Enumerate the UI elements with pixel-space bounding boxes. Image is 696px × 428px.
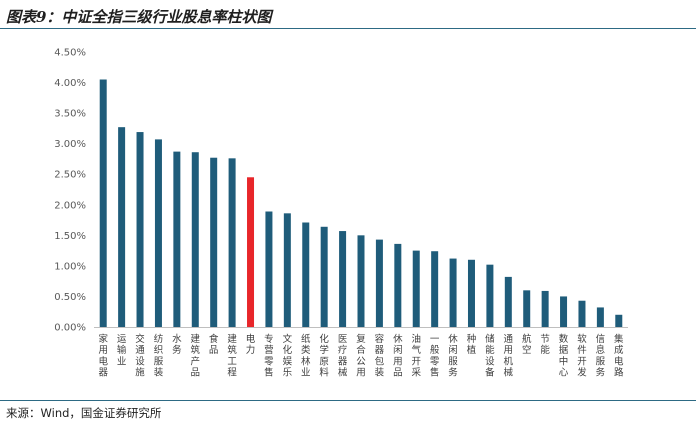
x-tick-label: 交通设施 (135, 333, 145, 379)
y-tick-label: 0.50% (54, 292, 86, 303)
y-tick-label: 4.50% (54, 48, 86, 59)
x-tick-label: 航空 (522, 333, 532, 356)
bar-20 (449, 258, 457, 327)
y-tick-label: 0.00% (54, 323, 86, 334)
x-tick-label: 休闲服务 (448, 333, 458, 379)
x-tick-label: 信息服务 (596, 333, 606, 379)
x-axis: 家用电器运输业交通设施纺织服装水务建筑产品食品建筑工程电力专营零售文化娱乐纸类林… (94, 327, 628, 379)
bar-15 (357, 235, 365, 327)
bar-17 (394, 243, 402, 327)
bar-1 (99, 79, 107, 327)
x-tick-label: 通用机械 (504, 334, 514, 379)
x-tick-label: 文化娱乐 (283, 333, 293, 379)
bar-7 (210, 157, 218, 327)
y-tick-label: 4.00% (54, 78, 86, 89)
bar-6 (191, 152, 199, 327)
x-tick-label: 化学原料 (319, 333, 329, 379)
bar-12 (302, 222, 310, 327)
bar-4 (154, 139, 162, 327)
x-tick-label: 纸类林业 (301, 333, 311, 379)
x-tick-label: 食品 (209, 333, 219, 356)
y-tick-label: 2.50% (54, 170, 86, 181)
bar-27 (578, 300, 586, 327)
x-tick-label: 油气开采 (411, 333, 421, 379)
x-tick-label: 种植 (467, 333, 477, 356)
x-tick-label: 水务 (172, 333, 182, 356)
x-tick-label: 容器包装 (375, 333, 385, 379)
bar-24 (523, 290, 531, 327)
bar-2 (118, 127, 126, 327)
bar-13 (320, 226, 328, 327)
x-tick-label: 建筑工程 (227, 333, 237, 379)
bar-28 (596, 307, 604, 327)
source-note: 来源：Wind，国金证券研究所 (6, 406, 162, 420)
bar-chart: 0.00% 0.50% 1.00% 1.50% 2.00% 2.50% 3.00% 3.50%… (54, 48, 628, 379)
bar-5 (173, 151, 181, 327)
bar-19 (431, 251, 439, 327)
x-tick-label: 复合公用 (356, 333, 366, 379)
bar-25 (541, 290, 549, 327)
x-tick-label: 电力 (246, 333, 256, 356)
bar-16 (375, 239, 383, 327)
x-tick-label: 专营零售 (264, 333, 274, 379)
bar-22 (486, 264, 494, 327)
x-tick-label: 节能 (540, 334, 550, 356)
bars (99, 79, 623, 327)
chart-title: 图表9：中证全指三级行业股息率柱状图 (6, 8, 272, 26)
y-axis: 0.00% 0.50% 1.00% 1.50% 2.00% 2.50% 3.00% 3.50%… (54, 48, 86, 334)
bar-3 (136, 132, 144, 327)
x-tick-label: 医疗器械 (338, 334, 348, 379)
x-tick-label: 软件开发 (577, 333, 587, 379)
y-tick-label: 1.00% (54, 261, 86, 272)
x-tick-label: 运输业 (117, 334, 127, 367)
y-tick-label: 3.50% (54, 109, 86, 120)
x-tick-label: 集成电路 (614, 333, 624, 379)
bar-8 (228, 158, 236, 327)
footer-divider (0, 400, 696, 401)
bar-9 (247, 177, 255, 327)
x-tick-label: 建筑产品 (191, 333, 201, 379)
bar-11 (283, 213, 291, 327)
bar-10 (265, 211, 273, 327)
x-tick-label: 数据中心 (559, 333, 569, 379)
x-tick-label: 家用电器 (98, 333, 108, 379)
bar-21 (467, 259, 475, 327)
bar-23 (504, 276, 512, 327)
title-divider (0, 28, 696, 29)
bar-14 (339, 231, 347, 327)
x-tick-label: 一般零售 (430, 334, 440, 379)
y-tick-label: 1.50% (54, 231, 86, 242)
y-tick-label: 2.00% (54, 200, 86, 211)
x-tick-label: 纺织服装 (154, 333, 164, 379)
bar-18 (412, 250, 420, 327)
x-tick-label: 储能设备 (485, 333, 495, 379)
bar-26 (560, 296, 568, 327)
y-tick-label: 3.00% (54, 139, 86, 150)
x-tick-label: 休闲用品 (393, 333, 403, 379)
bar-29 (615, 314, 623, 327)
